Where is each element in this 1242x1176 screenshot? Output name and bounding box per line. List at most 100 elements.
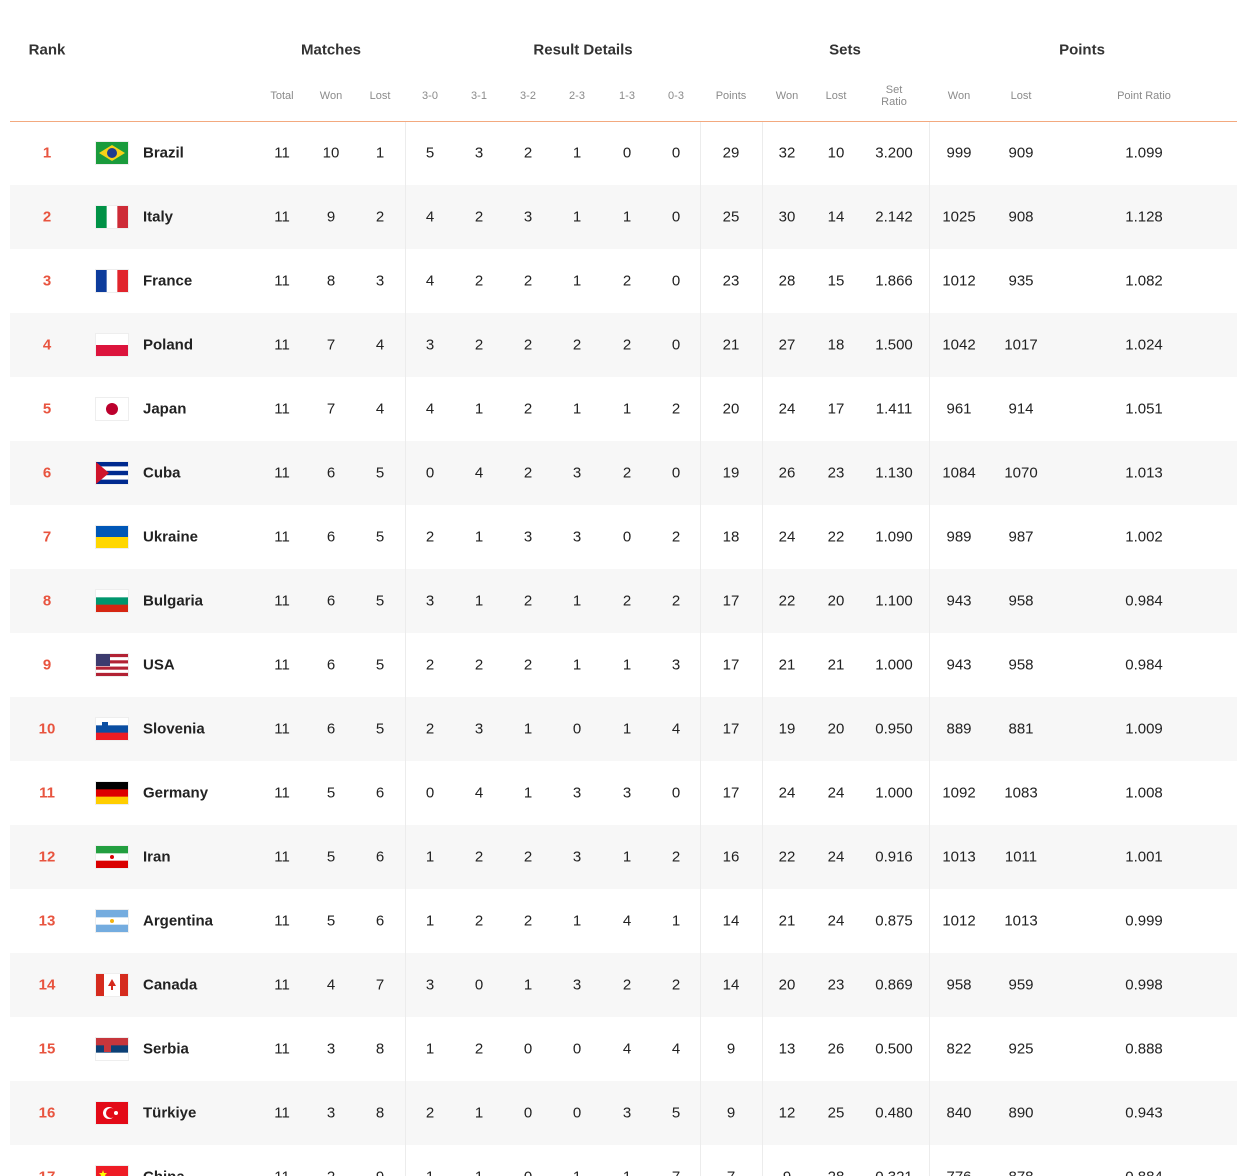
cell: 26	[778, 464, 796, 482]
cell: 3	[622, 1104, 632, 1122]
country-name: Canada	[143, 976, 198, 994]
column-header: Point Ratio	[1117, 90, 1171, 102]
cell: 0.998	[1125, 976, 1163, 994]
cell: 1.090	[875, 528, 913, 546]
cell: 20	[722, 400, 740, 418]
cell: 1011	[1004, 848, 1038, 866]
cell: 14	[722, 912, 740, 930]
cell: 1.051	[1125, 400, 1163, 418]
cell: 13	[778, 1040, 796, 1058]
cell: 3	[523, 208, 533, 226]
cell: 0.884	[1125, 1169, 1163, 1176]
cell: 3	[572, 784, 582, 802]
cell: 17	[722, 720, 740, 738]
cell: 18	[722, 528, 740, 546]
cell: 1	[523, 720, 533, 738]
rank: 7	[42, 528, 52, 546]
flag-icon	[96, 462, 128, 484]
cell: 1	[474, 528, 484, 546]
cell: 1012	[942, 912, 976, 930]
cell: 0	[671, 336, 681, 354]
cell: 0	[622, 528, 632, 546]
cell: 2	[474, 656, 484, 674]
cell: 1.013	[1125, 464, 1163, 482]
flag-icon	[96, 270, 128, 292]
cell: 2	[425, 1104, 435, 1122]
cell: 1	[572, 144, 582, 162]
cell: 0	[524, 1169, 532, 1176]
cell: 3	[622, 784, 632, 802]
rank: 10	[38, 720, 56, 738]
cell: 19	[722, 464, 740, 482]
flag-icon	[96, 1102, 128, 1124]
country-name: Poland	[143, 336, 194, 354]
cell: 0.916	[875, 848, 913, 866]
cell: 0.943	[1125, 1104, 1163, 1122]
cell: 1084	[942, 464, 976, 482]
cell: 9	[726, 1104, 736, 1122]
cell: 1.130	[875, 464, 913, 482]
cell: 3	[572, 848, 582, 866]
cell: 0	[671, 464, 681, 482]
cell: 6	[375, 784, 385, 802]
cell: 1	[572, 272, 582, 290]
cell: 2	[474, 208, 484, 226]
cell: 881	[1008, 720, 1034, 738]
row-background	[10, 313, 1237, 377]
cell: 6	[375, 848, 385, 866]
cell: 9	[726, 1040, 736, 1058]
cell: 1.099	[1125, 144, 1163, 162]
country-name: Türkiye	[143, 1104, 197, 1122]
cell: 1.024	[1125, 336, 1163, 354]
cell: 2	[622, 464, 632, 482]
country-name: Japan	[143, 400, 187, 418]
cell: 878	[1008, 1169, 1033, 1176]
cell: 11	[274, 400, 290, 418]
flag-icon	[96, 1038, 128, 1060]
cell: 7	[326, 400, 336, 418]
cell: 9	[326, 208, 336, 226]
cell: 5	[375, 464, 385, 482]
cell: 4	[425, 208, 435, 226]
rank: 17	[39, 1169, 56, 1176]
column-header: 1-3	[619, 90, 635, 102]
cell: 19	[778, 720, 796, 738]
cell: 0	[425, 784, 435, 802]
cell: 28	[778, 272, 796, 290]
cell: 11	[274, 464, 290, 482]
cell: 2	[474, 1040, 484, 1058]
column-header: 3-1	[471, 90, 487, 102]
cell: 1.128	[1125, 208, 1163, 226]
cell: 2	[523, 912, 533, 930]
flag-icon	[96, 142, 128, 164]
cell: 1	[475, 1169, 483, 1176]
cell: 11	[274, 528, 290, 546]
row-background	[10, 185, 1237, 249]
cell: 4	[425, 272, 435, 290]
rank: 12	[38, 848, 56, 866]
cell: 6	[326, 592, 336, 610]
cell: 1	[622, 848, 632, 866]
cell: 25	[827, 1104, 845, 1122]
cell: 22	[778, 848, 796, 866]
cell: 0.950	[875, 720, 913, 738]
cell: 5	[326, 912, 336, 930]
cell: 11	[274, 784, 290, 802]
cell: 2	[671, 848, 681, 866]
cell: 2	[375, 208, 385, 226]
cell: 1.009	[1125, 720, 1163, 738]
cell: 1012	[942, 272, 976, 290]
cell: 11	[274, 1104, 290, 1122]
cell: 7	[326, 336, 336, 354]
column-header: Lost	[825, 90, 847, 102]
flag-icon	[96, 846, 128, 868]
flag-icon	[96, 974, 128, 996]
cell: 1	[622, 400, 632, 418]
rank: 8	[42, 592, 52, 610]
country-name: Cuba	[143, 464, 181, 482]
cell: 20	[778, 976, 796, 994]
cell: 0.321	[875, 1169, 913, 1176]
column-header: Total	[270, 90, 294, 102]
cell: 1	[622, 656, 632, 674]
country-name: China	[143, 1169, 185, 1176]
